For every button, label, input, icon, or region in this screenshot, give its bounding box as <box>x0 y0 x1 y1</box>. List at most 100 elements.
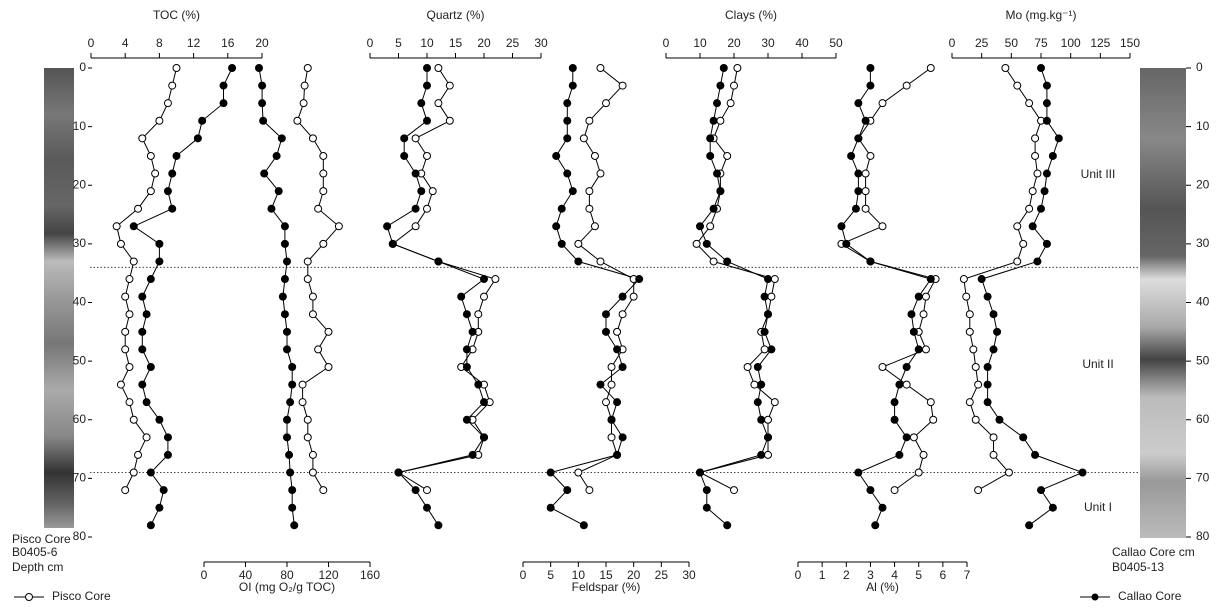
left-depth-label: 10 <box>73 119 87 133</box>
data-point <box>280 310 289 319</box>
data-point <box>563 486 572 495</box>
data-point <box>308 450 317 459</box>
data-point <box>902 433 911 442</box>
data-point <box>283 327 291 336</box>
data-point <box>719 64 728 72</box>
data-point <box>764 450 772 459</box>
data-point <box>760 292 769 301</box>
data-point <box>423 151 431 160</box>
x-tick-label: 75 <box>1034 36 1048 50</box>
data-point <box>155 257 164 266</box>
data-point <box>388 239 397 248</box>
data-point <box>400 151 409 160</box>
data-point <box>552 151 561 160</box>
legend-marker <box>1091 593 1099 601</box>
legend-marker <box>25 593 33 601</box>
data-point <box>629 292 638 301</box>
data-point <box>866 257 875 266</box>
data-point <box>411 486 420 495</box>
data-point <box>283 433 291 442</box>
data-point <box>854 99 863 108</box>
data-point <box>462 362 471 371</box>
legend-label: Pisco Core <box>52 589 111 603</box>
data-point <box>1001 64 1010 72</box>
x-tick-label: 120 <box>318 568 338 582</box>
data-point <box>155 503 164 512</box>
data-point <box>702 503 711 512</box>
data-point <box>909 327 918 336</box>
data-point <box>926 398 935 407</box>
x-tick-label: 16 <box>221 36 235 50</box>
callao-core-image <box>1140 68 1186 538</box>
data-point <box>480 398 488 407</box>
data-point <box>163 450 172 459</box>
data-point <box>1019 433 1028 442</box>
data-point <box>1042 116 1051 125</box>
data-point <box>914 468 923 477</box>
x-tick-label: 25 <box>975 36 989 50</box>
data-point <box>121 345 130 354</box>
data-point <box>283 257 291 266</box>
x-tick-label: 5 <box>547 568 554 582</box>
data-point <box>764 415 772 424</box>
x-tick-label: 40 <box>239 568 253 582</box>
data-point <box>890 398 899 407</box>
data-point <box>417 187 426 196</box>
data-point <box>753 362 762 371</box>
data-point <box>280 239 289 248</box>
data-point <box>878 362 887 371</box>
data-point <box>837 222 846 231</box>
x-tick-label: 25 <box>506 36 520 50</box>
data-point <box>319 187 328 196</box>
data-point <box>1031 450 1040 459</box>
data-point <box>557 239 566 248</box>
data-point <box>965 327 974 336</box>
data-point <box>709 116 718 125</box>
data-point <box>288 486 297 495</box>
right-depth-label: 20 <box>1196 177 1210 191</box>
x-tick-label: 12 <box>187 36 201 50</box>
data-point <box>764 310 772 319</box>
axis-title: Quartz (%) <box>426 8 484 22</box>
data-point <box>146 362 155 371</box>
legend: Pisco Core Callao Core <box>14 589 1182 603</box>
data-point <box>757 380 766 389</box>
data-point <box>168 81 177 90</box>
right-depth-label: 0 <box>1196 60 1203 74</box>
data-point <box>286 468 295 477</box>
data-point <box>1013 222 1022 231</box>
data-point <box>198 116 207 125</box>
x-tick-label: 150 <box>1120 36 1140 50</box>
data-point <box>155 116 164 125</box>
data-point <box>168 204 177 213</box>
unit-label: Unit III <box>1081 167 1116 181</box>
data-point <box>172 64 181 72</box>
data-point <box>423 503 431 512</box>
data-point <box>602 327 610 336</box>
data-point <box>854 134 863 143</box>
data-point <box>428 187 437 196</box>
data-point <box>1013 257 1022 266</box>
x-tick-label: 2 <box>843 568 850 582</box>
data-point <box>743 362 752 371</box>
x-tick-label: 0 <box>795 568 802 582</box>
data-point <box>1037 486 1045 495</box>
data-point <box>193 134 202 143</box>
unit-label: Unit I <box>1084 500 1112 514</box>
data-point <box>138 327 147 336</box>
data-point <box>303 415 312 424</box>
data-point <box>993 327 1002 336</box>
data-point <box>861 116 870 125</box>
data-point <box>272 151 281 160</box>
data-point <box>890 486 899 495</box>
x-tick-label: 5 <box>915 568 922 582</box>
data-point <box>574 468 583 477</box>
data-point <box>163 99 172 108</box>
data-point <box>607 433 616 442</box>
data-point <box>596 257 605 266</box>
data-point <box>585 116 594 125</box>
data-point <box>163 187 172 196</box>
x-tick-label: 80 <box>280 568 294 582</box>
x-tick-label: 20 <box>477 36 491 50</box>
data-point <box>878 503 887 512</box>
